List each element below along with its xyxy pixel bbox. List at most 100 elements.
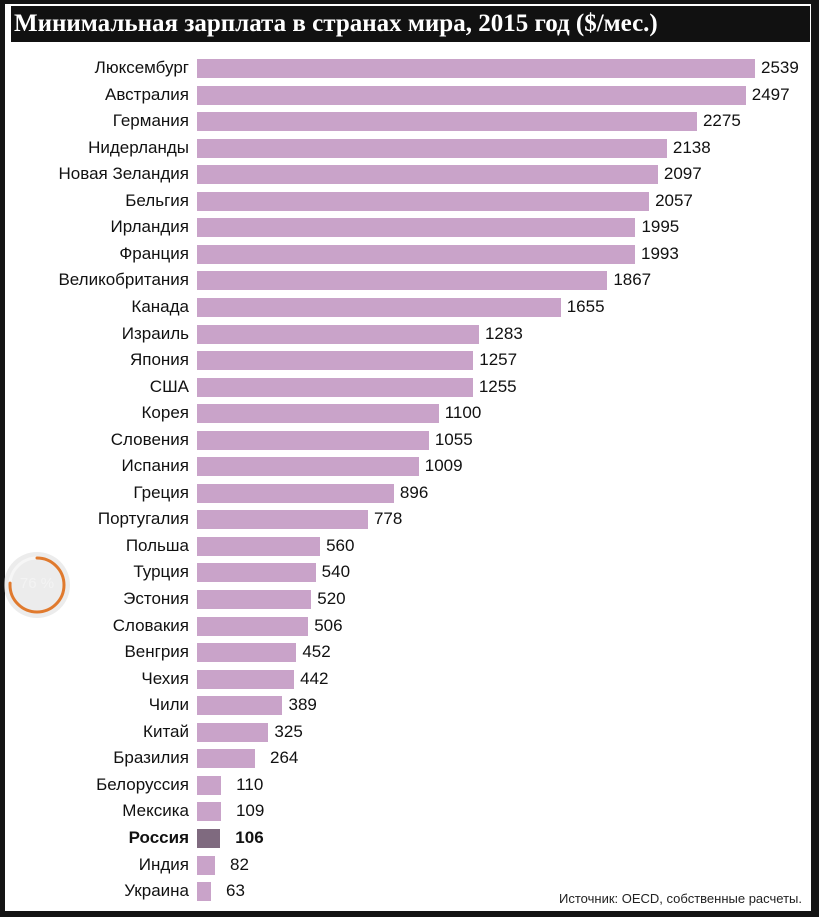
bar (197, 351, 474, 371)
bar (197, 218, 636, 238)
bar (197, 165, 658, 185)
bar (197, 828, 221, 848)
bar (197, 855, 216, 875)
bar-label: Белоруссия (96, 774, 189, 794)
bar-value-label: 109 (235, 801, 265, 821)
bar-label: Ирландия (110, 217, 189, 237)
bar-label: Китай (143, 721, 189, 741)
bar-value-label: 1100 (444, 403, 482, 423)
bar-label: Венгрия (124, 642, 189, 662)
bar-label: Люксембург (94, 58, 189, 77)
bar-label: Новая Зеландия (58, 164, 190, 184)
bar-label: Чехия (141, 668, 189, 688)
bar-value-label: 1995 (641, 217, 680, 237)
bar-value-label: 264 (270, 748, 299, 768)
bar-label: Испания (121, 456, 189, 476)
bar-value-label: 106 (235, 827, 264, 847)
bar (197, 377, 473, 397)
bar (197, 191, 650, 211)
bar-value-label: 2097 (663, 164, 702, 184)
bar (197, 563, 316, 583)
bar (197, 297, 561, 317)
bar-label: Бразилия (113, 748, 189, 768)
bar-value-label: 2275 (702, 111, 741, 131)
bar-value-label: 520 (317, 589, 346, 608)
bar-value-label: 442 (300, 668, 329, 688)
bar-value-label: 2539 (761, 58, 799, 77)
bar (197, 404, 439, 424)
bar (197, 244, 635, 264)
bar (197, 457, 419, 477)
bar-value-label: 1655 (566, 296, 605, 316)
bar-value-label: 1257 (479, 350, 518, 370)
bar-value-label: 452 (302, 642, 331, 662)
chart-title: Минимальная зарплата в странах мира, 201… (11, 6, 810, 42)
bar-label: Польша (125, 535, 189, 555)
bar-value-label: 82 (230, 854, 249, 874)
source-note: Источник: OECD, собственные расчеты. (559, 891, 802, 906)
progress-ring-icon (8, 556, 66, 614)
bar-label: Индия (138, 854, 189, 874)
bar-value-label: 1867 (613, 270, 652, 290)
bar-value-label: 2138 (672, 137, 711, 157)
bar-value-label: 1993 (641, 243, 679, 263)
bar-value-label: 110 (236, 774, 264, 794)
bar-label: Нидерланды (88, 137, 189, 157)
bar (197, 483, 394, 503)
bar-value-label: 896 (399, 482, 429, 502)
bar (197, 85, 746, 105)
bar (197, 112, 697, 132)
bar (197, 882, 211, 902)
bar-value-label: 1009 (424, 456, 463, 476)
bar-label: Мексика (122, 801, 189, 821)
bar (197, 430, 429, 450)
bar (197, 616, 309, 636)
bar (197, 643, 297, 663)
bar-value-label: 2057 (655, 190, 693, 210)
bar-value-label: 389 (288, 695, 317, 715)
bar-label: Словакия (112, 615, 189, 635)
bar (197, 271, 608, 291)
chart-frame: Минимальная зарплата в странах мира, 201… (5, 4, 811, 911)
bar-label: Канада (131, 296, 189, 316)
bar-value-label: 506 (314, 615, 343, 635)
bar-label: Германия (112, 111, 189, 131)
progress-percent: 76 % (19, 575, 55, 592)
bar-label: Эстония (123, 589, 189, 608)
bar-label: Португалия (97, 509, 189, 529)
bar-label: Турция (133, 562, 189, 582)
bar-label: Россия (128, 827, 189, 847)
progress-badge[interactable]: 76 % (4, 552, 70, 618)
bar-value-label: 1283 (484, 323, 523, 343)
bar (197, 510, 368, 530)
bar (197, 749, 256, 769)
bar (197, 324, 479, 344)
bar-label: Греция (133, 482, 189, 502)
bar-value-label: 1055 (434, 429, 473, 449)
bar-value-label: 2497 (751, 84, 790, 104)
bar (197, 59, 755, 78)
bar-label: Бельгия (125, 190, 189, 210)
bar (197, 775, 222, 795)
bar-value-label: 540 (321, 562, 351, 582)
bar-label: Украина (124, 881, 189, 901)
bar-value-label: 63 (226, 881, 245, 901)
bar-label: Корея (141, 403, 189, 423)
bar (197, 802, 221, 822)
bar-label: Австралия (105, 84, 189, 104)
bar-value-label: 560 (326, 535, 355, 555)
bar-value-label: 1255 (478, 376, 517, 396)
bar-value-label: 778 (373, 509, 403, 529)
bar-label: Израиль (121, 323, 189, 343)
bar-label: Чили (148, 695, 189, 715)
bar-label: Франция (119, 243, 189, 263)
bar (197, 138, 667, 158)
bar-label: Великобритания (58, 270, 189, 290)
bar (197, 669, 295, 689)
bar-label: США (149, 376, 189, 396)
bar (197, 590, 312, 609)
bar-label: Япония (129, 350, 189, 370)
bar-value-label: 325 (274, 721, 303, 741)
bar (197, 722, 269, 742)
bar (197, 536, 321, 556)
